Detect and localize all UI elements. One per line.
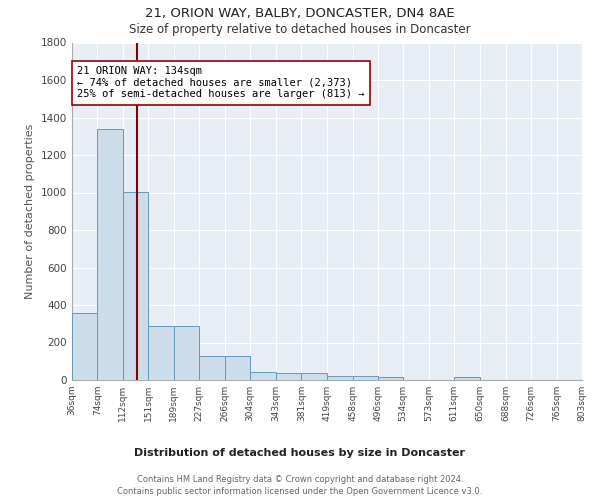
- Bar: [72, 314, 97, 380]
- Text: Contains public sector information licensed under the Open Government Licence v3: Contains public sector information licen…: [118, 487, 482, 496]
- Bar: [250, 372, 276, 380]
- Y-axis label: Number of detached properties: Number of detached properties: [25, 124, 35, 299]
- Bar: [353, 376, 378, 380]
- Text: 21, ORION WAY, BALBY, DONCASTER, DN4 8AE: 21, ORION WAY, BALBY, DONCASTER, DN4 8AE: [145, 8, 455, 20]
- Bar: [174, 326, 199, 380]
- Text: Distribution of detached houses by size in Doncaster: Distribution of detached houses by size …: [134, 448, 466, 458]
- Bar: [225, 356, 250, 380]
- Bar: [326, 376, 353, 380]
- Text: 21 ORION WAY: 134sqm
← 74% of detached houses are smaller (2,373)
25% of semi-de: 21 ORION WAY: 134sqm ← 74% of detached h…: [77, 66, 365, 100]
- Text: Contains HM Land Registry data © Crown copyright and database right 2024.: Contains HM Land Registry data © Crown c…: [137, 475, 463, 484]
- Bar: [378, 376, 403, 380]
- Bar: [454, 376, 480, 380]
- Bar: [97, 128, 122, 380]
- Text: Size of property relative to detached houses in Doncaster: Size of property relative to detached ho…: [129, 22, 471, 36]
- Bar: [122, 192, 148, 380]
- Bar: [276, 373, 301, 380]
- Bar: [301, 373, 326, 380]
- Bar: [199, 356, 225, 380]
- Bar: [148, 326, 174, 380]
